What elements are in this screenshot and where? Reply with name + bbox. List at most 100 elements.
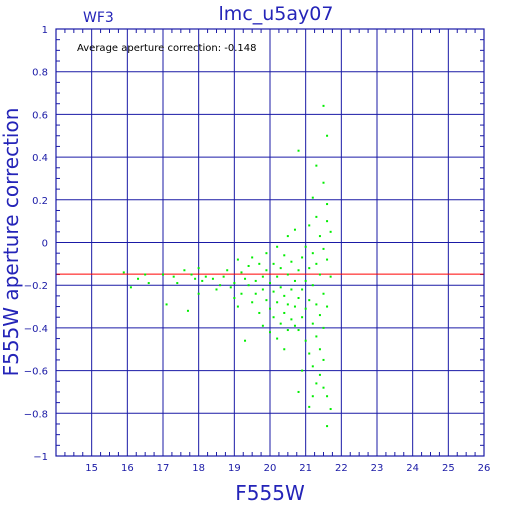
y-tick-label: 0.6 [32, 110, 48, 121]
data-point [315, 303, 318, 306]
x-tick-label: 25 [442, 463, 455, 474]
x-tick-labels: 15 16 17 18 19 20 21 22 23 24 25 26 [85, 463, 490, 474]
data-point [326, 134, 329, 137]
data-point [283, 311, 286, 314]
data-point [240, 271, 243, 274]
data-point [329, 408, 332, 411]
data-point [304, 245, 307, 248]
data-point [322, 104, 325, 107]
data-point [315, 215, 318, 218]
data-point [183, 269, 186, 272]
data-point [279, 286, 282, 289]
data-point [261, 324, 264, 327]
data-point [293, 228, 296, 231]
x-tick-label: 20 [264, 463, 277, 474]
data-point [236, 258, 239, 261]
data-point [322, 358, 325, 361]
data-point [272, 262, 275, 265]
data-point [308, 224, 311, 227]
data-point [311, 252, 314, 255]
x-tick-label: 24 [406, 463, 419, 474]
data-point [172, 275, 175, 278]
y-tick-label: 0.2 [32, 196, 48, 207]
data-point [293, 324, 296, 327]
data-point [283, 348, 286, 351]
data-point [247, 264, 250, 267]
data-point [269, 282, 271, 285]
data-point [326, 258, 329, 261]
data-point [326, 203, 329, 206]
data-point [315, 164, 318, 167]
x-tick-label: 19 [228, 463, 241, 474]
data-point [137, 277, 140, 280]
data-point [311, 365, 314, 368]
data-point [176, 282, 179, 285]
x-tick-label: 22 [335, 463, 348, 474]
data-point [318, 348, 321, 351]
data-point [322, 386, 325, 389]
data-point [283, 294, 286, 297]
data-point [194, 277, 197, 280]
data-point [311, 322, 314, 325]
x-axis-title: F555W [235, 481, 305, 505]
data-point [165, 303, 168, 306]
plot-frame [55, 28, 485, 457]
data-point [297, 329, 300, 332]
data-point [322, 326, 325, 329]
data-point [261, 275, 264, 278]
data-point [318, 373, 321, 376]
data-points [122, 104, 332, 428]
data-point [251, 301, 254, 304]
data-point [297, 269, 300, 272]
x-tick-label: 23 [371, 463, 384, 474]
data-point [315, 262, 318, 265]
y-tick-label: −0.2 [24, 281, 48, 292]
data-point [201, 279, 204, 282]
data-point [258, 262, 261, 265]
data-point [186, 309, 189, 312]
y-tick-label: −1 [33, 452, 48, 463]
data-point [326, 305, 329, 308]
x-tick-label: 15 [85, 463, 98, 474]
data-point [297, 149, 300, 152]
data-point [293, 305, 296, 308]
data-point [258, 311, 261, 314]
data-point [301, 256, 304, 259]
y-tick-label: 0.8 [32, 68, 48, 79]
data-point [276, 275, 279, 278]
data-point [308, 405, 311, 408]
data-point [279, 322, 282, 325]
data-point [329, 230, 332, 233]
data-point [297, 297, 300, 300]
y-tick-label: 0 [42, 239, 48, 250]
y-tick-label: −0.8 [24, 409, 48, 420]
data-point [197, 267, 200, 270]
data-point [290, 318, 293, 321]
data-point [286, 273, 289, 276]
data-point [326, 395, 329, 398]
data-point [211, 277, 214, 280]
data-point [219, 284, 222, 287]
data-point [315, 335, 318, 338]
data-point [162, 273, 164, 276]
y-axis-title: F555W aperture correction [0, 108, 23, 377]
chart-title: lmc_u5ay07 [219, 3, 334, 25]
y-tick-label: −0.6 [24, 367, 48, 378]
data-point [272, 316, 275, 319]
data-point [269, 331, 271, 334]
x-tick-label: 18 [192, 463, 205, 474]
data-point [236, 305, 239, 308]
data-point [272, 290, 275, 293]
data-point [311, 284, 314, 287]
x-tick-label: 16 [121, 463, 134, 474]
data-point [297, 390, 300, 393]
y-tick-labels: −1 −0.8 −0.6 −0.4 −0.2 0 0.2 0.4 0.6 0.8 1 [24, 25, 48, 463]
data-point [247, 284, 250, 287]
data-point [308, 352, 311, 355]
data-point [265, 269, 268, 272]
data-point [222, 275, 225, 278]
data-point [279, 267, 282, 270]
data-point [129, 286, 132, 289]
data-point [318, 235, 321, 238]
